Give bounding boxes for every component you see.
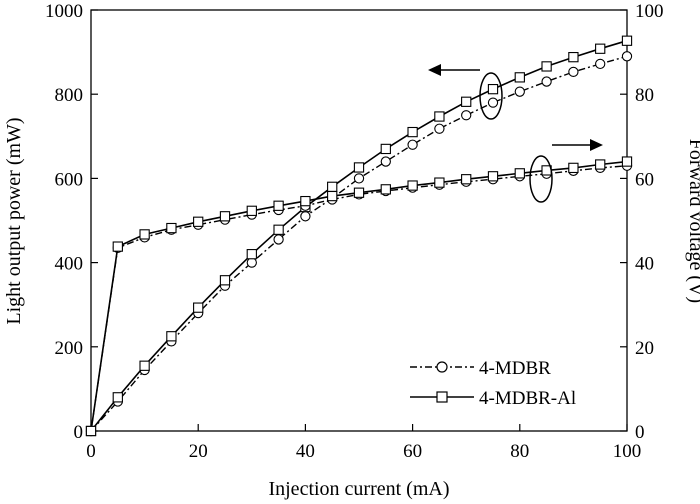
x-tick-label: 100 [613,441,642,462]
y-right-tick-label: 100 [635,1,664,22]
data-point [219,275,231,286]
y-right-tick-label: 40 [635,254,654,275]
data-point [487,97,499,108]
data-point [327,190,338,202]
data-point [568,162,579,174]
data-point [380,156,391,167]
data-point [434,111,445,122]
y-right-tick-label: 60 [635,169,654,190]
data-point [541,76,552,87]
legend-marker-4-mdbr-al [436,391,448,403]
data-point [353,173,365,184]
y-left-tick-label: 1000 [45,1,83,22]
y-left-tick-label: 0 [74,422,84,443]
y-axis-left-title: Light output power (mW) [3,117,25,324]
data-point [487,171,499,182]
data-point [380,184,391,195]
data-point [246,249,257,260]
legend-label-4-mdbr-al: 4-MDBR-Al [479,388,576,409]
annotations [428,64,603,203]
data-point [273,200,284,211]
data-point [595,43,606,54]
x-tick-label: 40 [296,441,315,462]
data-point [166,331,177,342]
data-point [273,224,284,235]
y-right-tick-label: 80 [635,85,654,106]
data-point [621,156,633,167]
data-point [487,83,499,95]
tick-labels: 0 20 40 60 80 1000200400600800100002040608010… [45,1,664,462]
data-point [434,123,445,134]
data-point [568,52,579,63]
data-point [112,392,123,403]
x-tick-label: 0 [86,441,96,462]
data-point [514,72,525,83]
y-left-tick-label: 400 [55,254,84,275]
series-line-4-mdbr-right [90,165,628,432]
data-point [193,216,204,227]
voltage-group-ellipse [529,155,553,203]
x-tick-label: 60 [403,441,422,462]
y-right-tick-label: 0 [635,422,645,443]
x-tick-label: 80 [510,441,529,462]
data-point [407,126,418,138]
data-point [112,241,123,252]
x-axis-title: Injection current (mA) [268,478,449,500]
data-point [246,205,257,216]
data-point [273,234,284,245]
data-point [219,211,231,222]
data-point [246,257,257,268]
power-group-ellipse [479,72,503,120]
data-point [541,61,552,72]
arrow-right-head [590,139,603,151]
data-point [166,222,177,234]
data-point [621,51,633,62]
data-point [595,159,606,170]
data-point [353,162,365,173]
y-right-tick-label: 20 [635,338,654,359]
data-point [461,110,472,121]
series-line-4-mdbr-left [90,55,628,432]
data-point [139,360,150,371]
data-point [461,96,472,107]
data-point [514,168,525,179]
data-point [139,229,150,240]
y-axis-right-title: Forward voltage (V) [685,139,700,303]
legend-label-4-mdbr: 4-MDBR [479,358,551,379]
data-point [193,302,204,313]
data-point [300,211,311,222]
series-layer [85,35,633,437]
data-point [407,180,418,191]
arrow-left-head [428,64,441,76]
plot-frame [90,9,628,432]
y-left-tick-label: 600 [55,169,84,190]
series-4-mdbr-al-right [85,156,633,437]
data-point [353,187,365,198]
data-point [595,58,606,70]
data-point [568,66,579,78]
y-left-tick-label: 200 [55,338,84,359]
x-tick-label: 20 [189,441,208,462]
legend: 4-MDBR 4-MDBR-Al [410,358,576,409]
data-point [407,139,418,150]
data-point [300,195,311,207]
data-point [514,86,525,97]
data-point [380,143,391,155]
data-point [434,177,445,188]
y-left-tick-label: 800 [55,85,84,106]
data-point [621,35,633,46]
ticks [90,9,628,432]
data-point [327,181,338,192]
data-point [461,174,472,185]
legend-marker-4-mdbr [436,361,448,373]
data-point [85,425,97,437]
